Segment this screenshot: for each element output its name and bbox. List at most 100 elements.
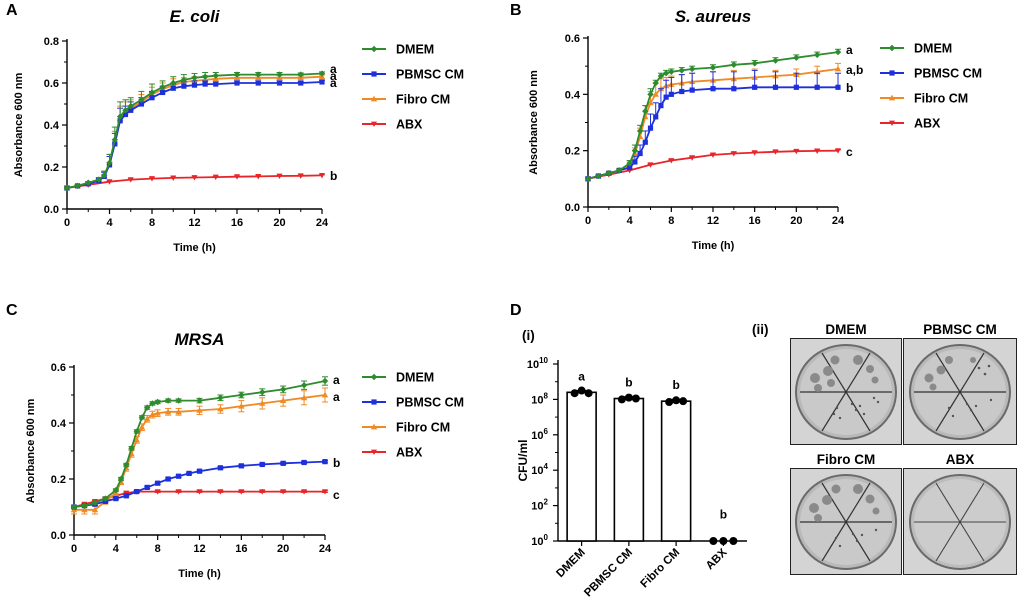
pbmsc-cm-marker-18 xyxy=(772,84,779,90)
dmem-marker-21 xyxy=(321,377,329,385)
chart-title: E. coli xyxy=(169,7,220,26)
fibro-cm-marker-17 xyxy=(238,403,245,409)
y-axis-title: Absorbance 600 nm xyxy=(25,399,37,504)
dmem-marker-10 xyxy=(144,404,151,411)
data-point-pbmsc-cm xyxy=(631,394,640,403)
pbmsc-cm-marker-10 xyxy=(138,101,144,107)
abx-marker-9 xyxy=(196,489,203,495)
pbmsc-cm-marker-9 xyxy=(165,476,171,482)
plate-photo-dmem xyxy=(790,338,902,445)
dmem-marker-11 xyxy=(662,70,670,77)
pbmsc-cm-marker-11 xyxy=(149,95,155,101)
y-tick-label: 106 xyxy=(531,427,548,442)
legend-label-dmem: DMEM xyxy=(396,371,434,385)
fibro-cm-marker-2 xyxy=(91,506,99,513)
abx-marker-13 xyxy=(280,489,287,495)
x-tick-label: 8 xyxy=(155,543,161,555)
sig-letter-abx: c xyxy=(846,145,853,159)
dmem-marker-19 xyxy=(279,386,287,393)
plate-label-dmem: DMEM xyxy=(825,322,867,337)
data-point-abx xyxy=(709,537,718,545)
abx-marker-8 xyxy=(234,174,240,180)
sig-letter-abx: b xyxy=(330,169,337,183)
fibro-cm-marker-9 xyxy=(138,424,146,430)
pbmsc-cm-marker-17 xyxy=(301,459,307,466)
y-axis-title: Absorbance 600 nm xyxy=(13,73,25,178)
abx-marker-2 xyxy=(106,179,113,185)
legend-label-dmem: DMEM xyxy=(914,42,952,56)
pbmsc-cm-marker-19 xyxy=(255,80,261,86)
series-line-pbmsc-cm xyxy=(587,86,838,180)
legend-label-pbmsc-cm: PBMSC CM xyxy=(914,67,982,81)
pbmsc-cm-marker-5 xyxy=(123,493,129,499)
plate-label-pbmsc-cm: PBMSC CM xyxy=(923,322,997,337)
chart-cfu: (i) 100 102 104 106 108 1010 CFU/ml a DMEM b PBMSC … xyxy=(516,328,747,599)
dmem-marker-4 xyxy=(100,172,108,179)
legend-label-pbmsc-cm: PBMSC CM xyxy=(396,68,464,82)
panel-letter-c: C xyxy=(6,302,18,319)
fibro-cm-marker-12 xyxy=(154,410,161,416)
abx-marker-legend xyxy=(371,449,377,455)
dmem-marker-16 xyxy=(217,394,224,401)
x-tick-label-dmem: DMEM xyxy=(554,547,587,580)
dmem-marker-21 xyxy=(834,48,842,56)
x-tick-label: 4 xyxy=(627,215,634,227)
pbmsc-cm-marker-8 xyxy=(155,480,161,486)
x-tick-label: 20 xyxy=(277,543,289,555)
y-tick-label: 102 xyxy=(531,498,548,513)
dmem-marker-0 xyxy=(63,184,71,192)
y-tick-label: 0.6 xyxy=(51,362,66,374)
dmem-marker-9 xyxy=(127,102,134,110)
x-tick-label: 24 xyxy=(832,215,845,227)
dmem-marker-6 xyxy=(123,461,130,469)
y-tick-label: 108 xyxy=(531,391,548,406)
pbmsc-cm-marker-9 xyxy=(128,107,134,113)
abx-marker-5 xyxy=(170,175,177,181)
data-point-fibro-cm xyxy=(679,397,688,406)
fibro-cm-marker-21 xyxy=(834,65,842,72)
dmem-marker-legend xyxy=(370,45,378,53)
data-point-fibro-cm xyxy=(665,398,674,407)
data-point-abx xyxy=(729,537,738,545)
y-tick-label: 0.2 xyxy=(44,162,59,174)
dmem-marker-13 xyxy=(678,67,685,74)
abx-marker-8 xyxy=(175,489,182,495)
dmem-marker-9 xyxy=(138,414,146,421)
legend-label-abx: ABX xyxy=(914,117,941,131)
pbmsc-cm-marker-12 xyxy=(196,468,203,474)
x-tick-label: 12 xyxy=(193,543,205,555)
legend-label-pbmsc-cm: PBMSC CM xyxy=(396,396,464,410)
pbmsc-cm-marker-20 xyxy=(276,80,283,86)
series-line-dmem xyxy=(73,380,326,508)
pbmsc-cm-marker-7 xyxy=(117,118,123,124)
sig-letter-dmem: a xyxy=(333,373,340,387)
sig-letter-abx: c xyxy=(333,488,340,502)
sig-letter-abx: b xyxy=(720,507,727,521)
x-tick-label: 4 xyxy=(106,217,113,229)
pbmsc-cm-marker-legend xyxy=(371,71,377,77)
sig-letter-pbmsc-cm: b xyxy=(333,456,340,470)
chart-mrsa: MRSA 0.0 0.2 0.4 0.6 0 4 8 12 16 20 24 Time (h) Absor… xyxy=(25,330,464,580)
dmem-marker-13 xyxy=(170,79,177,87)
dmem-marker-15 xyxy=(196,397,203,404)
pbmsc-cm-marker-legend xyxy=(371,399,377,405)
legend-label-dmem: DMEM xyxy=(396,43,434,57)
abx-marker-3 xyxy=(647,162,654,168)
series-pbmsc-cm xyxy=(585,69,841,182)
pbmsc-cm-marker-15 xyxy=(710,86,716,92)
fibro-cm-marker-8 xyxy=(133,436,140,443)
pbmsc-cm-marker-22 xyxy=(319,79,325,85)
abx-marker-7 xyxy=(730,151,737,157)
bar-dmem xyxy=(566,391,597,542)
panel-letter-b: B xyxy=(510,2,522,19)
abx-marker-3 xyxy=(127,177,134,183)
y-tick-label: 0.2 xyxy=(51,474,66,486)
x-tick-label: 24 xyxy=(319,543,332,555)
series-line-dmem xyxy=(587,51,839,180)
pbmsc-cm-marker-12 xyxy=(160,89,166,96)
x-tick-label: 4 xyxy=(113,543,120,555)
sig-letter-dmem: a xyxy=(578,369,585,383)
sig-letter-fibro-cm: a,b xyxy=(846,63,863,77)
data-point-dmem xyxy=(577,386,586,395)
x-tick-label: 20 xyxy=(273,217,285,229)
